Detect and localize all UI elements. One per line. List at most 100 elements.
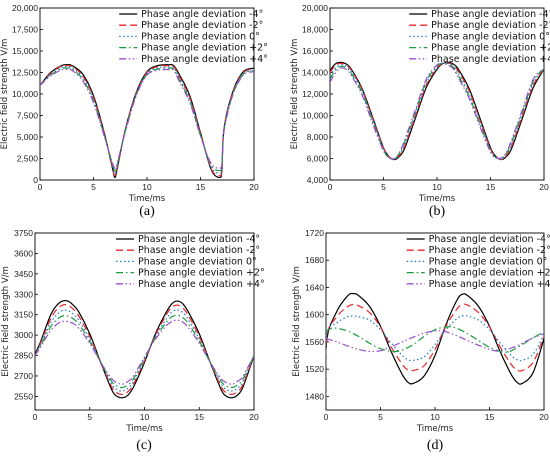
x-axis-label: Time/ms	[418, 194, 456, 204]
series-line-2	[326, 303, 544, 410]
legend-label: Phase angle deviation +2°	[138, 268, 265, 279]
y-tick-label: 10,000	[302, 111, 328, 121]
x-tick-label: 0	[33, 412, 38, 422]
legend-label: Phase angle deviation +2°	[429, 268, 550, 279]
y-tick-label: 3300	[14, 289, 33, 299]
legend-label: Phase angle deviation +4°	[138, 279, 265, 290]
series-line-3	[326, 315, 544, 410]
series-line-1	[330, 61, 544, 161]
series-line-1	[35, 299, 254, 399]
y-tick-label: 10,000	[12, 89, 38, 99]
series-line-5	[35, 319, 254, 385]
y-tick-label: 3000	[14, 330, 33, 340]
series-line-5	[326, 330, 544, 353]
chart-panel-3: 0 5 10 15 20 2550 2700 2850 3000 3150 3300 3450 3600…	[1, 228, 265, 453]
y-tick-label: 3600	[14, 248, 33, 258]
legend-label: Phase angle deviation +2°	[431, 43, 550, 54]
y-tick-label: 1600	[305, 310, 324, 320]
x-axis-label: Time/ms	[416, 424, 454, 434]
y-tick-label: 8,000	[307, 132, 329, 142]
series-line-3	[35, 309, 254, 392]
x-axis-label: Time/ms	[128, 194, 166, 204]
x-tick-label: 20	[249, 412, 259, 422]
y-tick-label: 3450	[14, 269, 33, 279]
legend-label: Phase angle deviation -4°	[429, 234, 550, 245]
x-tick-label: 20	[539, 182, 549, 192]
x-tick-label: 10	[140, 412, 150, 422]
y-tick-label: 1560	[305, 337, 324, 347]
series-line-4	[326, 326, 544, 353]
y-tick-label: 14,000	[302, 68, 328, 78]
series-line-3	[40, 66, 254, 174]
x-tick-label: 0	[328, 182, 333, 192]
x-tick-label: 5	[378, 412, 383, 422]
y-tick-label: 1720	[305, 228, 324, 238]
series-line-3	[330, 62, 544, 161]
y-tick-label: 4,000	[307, 175, 329, 185]
y-tick-label: 20,000	[302, 3, 328, 13]
legend-label: Phase angle deviation -2°	[429, 245, 550, 256]
x-tick-label: 0	[324, 412, 329, 422]
legend-label: Phase angle deviation -4°	[138, 234, 260, 245]
series-line-5	[330, 62, 544, 160]
legend-label: Phase angle deviation +2°	[141, 43, 268, 54]
y-tick-label: 1520	[305, 364, 324, 374]
x-tick-label: 5	[381, 182, 386, 192]
x-tick-label: 0	[38, 182, 43, 192]
y-tick-label: 12,500	[12, 68, 38, 78]
y-tick-label: 18,000	[302, 25, 328, 35]
panel-caption: (d)	[427, 438, 444, 453]
legend-label: Phase angle deviation +4°	[431, 54, 550, 65]
panel-caption: (a)	[139, 204, 155, 219]
legend-label: Phase angle deviation 0°	[138, 256, 257, 267]
y-axis-label: Electric field strength V/m	[0, 39, 10, 150]
y-tick-label: 1480	[305, 391, 324, 401]
y-tick-label: 12,000	[302, 89, 328, 99]
series-line-2	[40, 64, 254, 177]
chart-panel-2: 0 5 10 15 20 4,000 6,000 8,000 10,000 12,000 14,00…	[290, 3, 550, 219]
x-tick-label: 10	[142, 182, 152, 192]
y-tick-label: 0	[33, 175, 38, 185]
panel-caption: (c)	[136, 438, 152, 453]
legend-label: Phase angle deviation -2°	[138, 245, 260, 256]
x-axis-label: Time/ms	[125, 424, 163, 434]
legend-label: Phase angle deviation -4°	[431, 9, 550, 20]
legend-label: Phase angle deviation +4°	[141, 54, 268, 65]
chart-panel-1: 0 5 10 15 20 0 2,500 5,000 7,500 10,000 12,500 15,0…	[0, 3, 268, 219]
y-tick-label: 6,000	[307, 154, 329, 164]
series-line-2	[35, 304, 254, 396]
y-axis-label: Electric field strength V/m	[1, 266, 11, 377]
panel-caption: (b)	[429, 204, 446, 219]
y-tick-label: 5,000	[17, 132, 39, 142]
x-tick-label: 15	[196, 182, 206, 192]
series-line-4	[35, 314, 254, 389]
series-line-1	[326, 292, 544, 410]
legend-label: Phase angle deviation -2°	[431, 20, 550, 31]
y-axis-label: Electric field strength V/m	[290, 39, 300, 150]
x-tick-label: 15	[195, 412, 205, 422]
series-line-5	[40, 68, 254, 169]
y-tick-label: 1640	[305, 282, 324, 292]
x-tick-label: 10	[432, 182, 442, 192]
legend-label: Phase angle deviation 0°	[431, 31, 550, 42]
x-tick-label: 5	[87, 412, 92, 422]
x-tick-label: 15	[485, 412, 495, 422]
y-tick-label: 2700	[14, 371, 33, 381]
legend-label: Phase angle deviation 0°	[141, 31, 260, 42]
y-tick-label: 16,000	[302, 46, 328, 56]
y-tick-label: 2850	[14, 351, 33, 361]
y-tick-label: 2,500	[17, 154, 39, 164]
legend-label: Phase angle deviation 0°	[429, 256, 548, 267]
y-tick-label: 3750	[14, 228, 33, 238]
x-tick-label: 15	[486, 182, 496, 192]
y-tick-label: 7,500	[17, 111, 39, 121]
y-tick-label: 20,000	[12, 3, 38, 13]
x-tick-label: 5	[91, 182, 96, 192]
y-axis-label: Electric field strength V/m	[292, 266, 302, 377]
y-tick-label: 17,500	[12, 25, 38, 35]
series-line-2	[330, 62, 544, 161]
legend-label: Phase angle deviation -4°	[141, 9, 263, 20]
y-tick-label: 3150	[14, 310, 33, 320]
chart-panel-4: 0 5 10 15 201480152015601600164016801720Time…	[292, 228, 550, 453]
